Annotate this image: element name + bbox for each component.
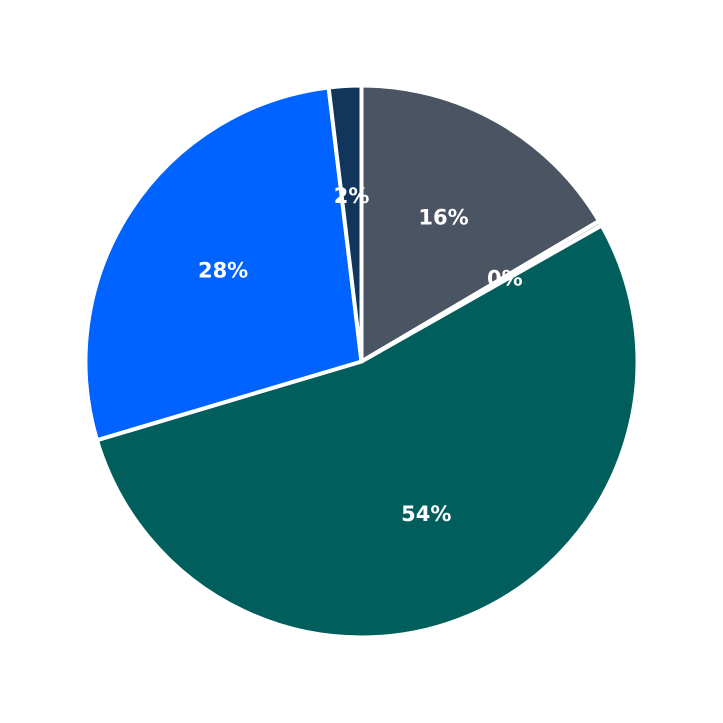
slices-layer xyxy=(83,83,640,640)
pie-slice-2 xyxy=(94,223,640,640)
slice-label-1: 0% xyxy=(487,267,523,291)
pie-slice-3 xyxy=(83,85,364,443)
slice-label-0: 16% xyxy=(418,206,468,230)
pie-slice-4 xyxy=(326,83,364,364)
pie-slice-0 xyxy=(359,83,602,364)
slice-label-2: 54% xyxy=(401,502,451,526)
slice-label-4: 2% xyxy=(334,184,370,208)
slice-label-3: 28% xyxy=(198,259,248,283)
labels-layer: 16% 0% 54% 28% 2% xyxy=(198,184,523,526)
